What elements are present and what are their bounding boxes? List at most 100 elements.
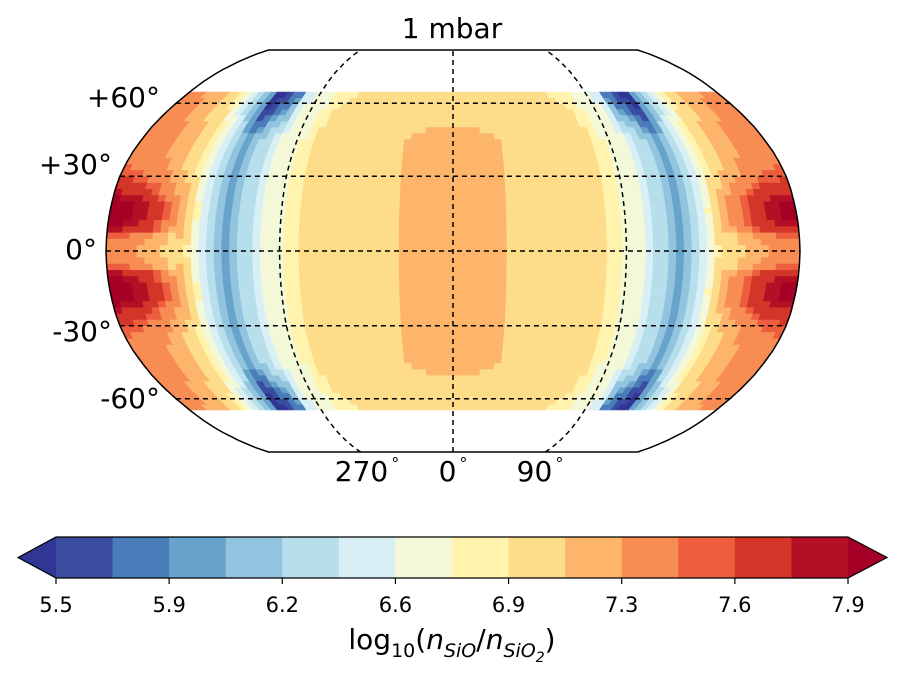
field-cell bbox=[513, 207, 523, 214]
field-cell bbox=[253, 219, 262, 227]
field-cell bbox=[429, 219, 439, 227]
field-cell bbox=[391, 263, 400, 271]
field-cell bbox=[730, 250, 739, 258]
field-cell bbox=[768, 250, 778, 258]
field-cell bbox=[475, 306, 484, 314]
field-cell bbox=[352, 269, 362, 277]
field-cell bbox=[136, 244, 146, 252]
field-cell bbox=[452, 256, 462, 264]
field-cell bbox=[383, 256, 392, 264]
field-cell bbox=[438, 344, 447, 352]
field-cell bbox=[598, 275, 607, 283]
field-cell bbox=[644, 232, 654, 239]
field-cell bbox=[452, 356, 461, 364]
field-cell bbox=[466, 344, 475, 352]
field-cell bbox=[129, 269, 139, 277]
field-cell bbox=[337, 275, 347, 283]
field-cell bbox=[476, 403, 484, 411]
field-cell bbox=[537, 269, 546, 277]
field-cell bbox=[767, 269, 777, 277]
field-cell bbox=[657, 294, 667, 302]
field-cell bbox=[698, 232, 708, 239]
field-cell bbox=[269, 207, 279, 214]
field-cell bbox=[659, 225, 669, 233]
field-cell bbox=[550, 306, 559, 314]
field-cell bbox=[283, 225, 293, 233]
field-cell bbox=[129, 263, 139, 271]
field-cell bbox=[360, 275, 370, 283]
field-cell bbox=[725, 294, 735, 302]
field-cell bbox=[735, 281, 745, 289]
field-cell bbox=[445, 288, 454, 295]
field-cell bbox=[367, 232, 377, 239]
field-cell bbox=[521, 269, 531, 277]
field-cell bbox=[329, 232, 339, 239]
field-cell bbox=[344, 256, 354, 264]
field-cell bbox=[421, 232, 431, 239]
field-cell bbox=[293, 194, 303, 202]
field-cell bbox=[685, 188, 695, 196]
field-cell bbox=[714, 256, 724, 264]
field-cell bbox=[429, 269, 438, 277]
field-cell bbox=[518, 169, 528, 177]
field-cell bbox=[675, 269, 684, 277]
field-cell bbox=[313, 256, 323, 264]
field-cell bbox=[445, 126, 454, 134]
field-cell bbox=[610, 188, 620, 196]
field-cell bbox=[288, 175, 298, 183]
field-cell bbox=[372, 157, 382, 165]
field-cell bbox=[717, 294, 728, 302]
field-cell bbox=[375, 138, 385, 146]
field-cell bbox=[406, 281, 416, 289]
field-cell bbox=[687, 200, 697, 208]
field-cell bbox=[635, 207, 645, 214]
field-cell bbox=[680, 207, 691, 214]
field-cell bbox=[460, 200, 469, 208]
field-cell bbox=[539, 163, 549, 171]
field-cell bbox=[144, 238, 154, 246]
field-cell bbox=[722, 250, 731, 258]
field-cell bbox=[458, 403, 466, 411]
field-cell bbox=[706, 256, 716, 264]
field-cell bbox=[271, 306, 281, 314]
field-cell bbox=[237, 275, 247, 283]
field-cell bbox=[471, 114, 480, 122]
field-cell bbox=[476, 398, 485, 405]
field-cell bbox=[414, 300, 424, 308]
field-cell bbox=[397, 362, 406, 370]
field-cell bbox=[358, 157, 368, 165]
field-cell bbox=[514, 232, 523, 239]
field-cell bbox=[438, 337, 447, 345]
field-cell bbox=[687, 294, 697, 302]
field-cell bbox=[549, 312, 559, 320]
field-cell bbox=[383, 132, 393, 140]
field-cell bbox=[306, 232, 315, 239]
field-cell bbox=[691, 256, 700, 264]
field-cell bbox=[528, 281, 538, 289]
field-cell bbox=[565, 194, 575, 202]
field-cell bbox=[513, 213, 523, 221]
field-cell bbox=[430, 188, 439, 196]
field-cell bbox=[329, 225, 339, 233]
field-cell bbox=[411, 126, 420, 134]
field-cell bbox=[459, 157, 468, 165]
field-cell bbox=[768, 238, 777, 246]
field-cell bbox=[614, 250, 623, 258]
field-cell bbox=[581, 294, 591, 302]
field-cell bbox=[208, 288, 218, 295]
field-cell bbox=[525, 331, 535, 339]
field-cell bbox=[745, 238, 754, 246]
field-cell bbox=[130, 275, 140, 283]
field-cell bbox=[552, 244, 562, 252]
field-cell bbox=[269, 288, 279, 295]
field-cell bbox=[488, 151, 497, 158]
field-cell bbox=[361, 200, 371, 208]
field-cell bbox=[437, 294, 446, 302]
field-cell bbox=[551, 281, 561, 289]
field-cell bbox=[446, 103, 454, 110]
field-cell bbox=[283, 256, 292, 264]
field-cell bbox=[597, 213, 607, 221]
field-cell bbox=[695, 200, 705, 208]
field-cell bbox=[560, 232, 569, 239]
field-cell bbox=[705, 225, 715, 233]
